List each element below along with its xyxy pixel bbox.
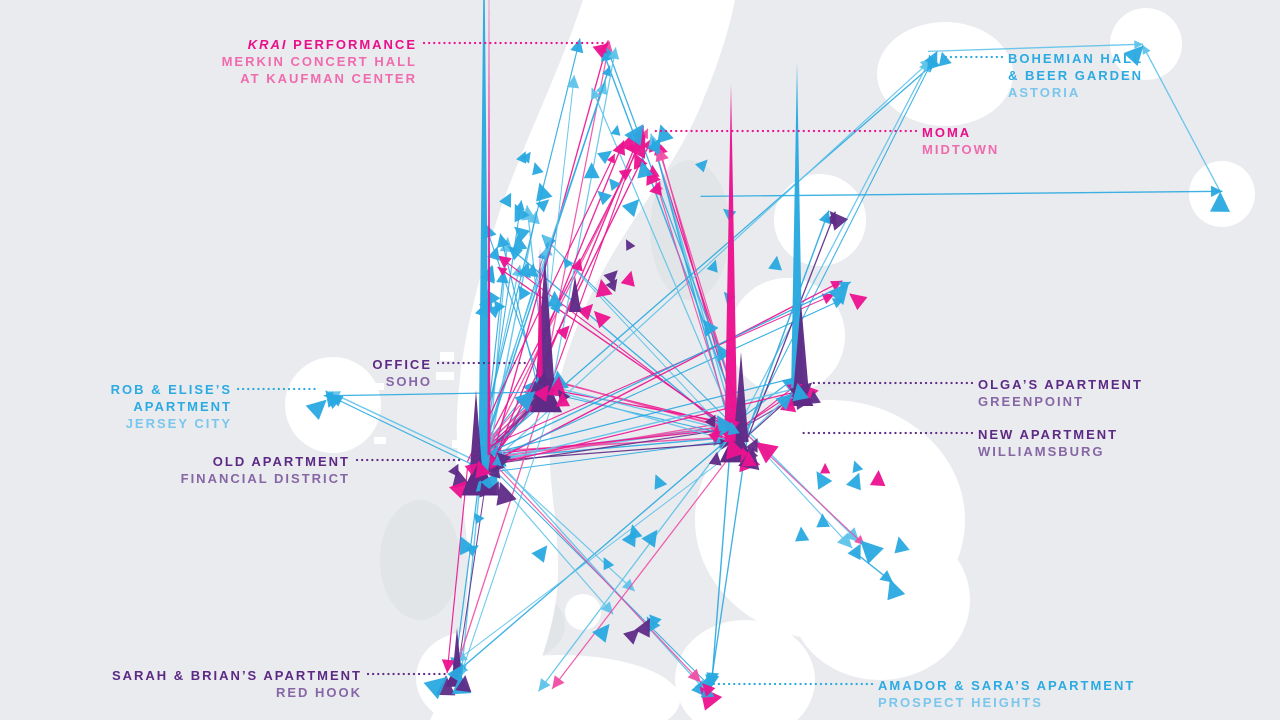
label-title: OLGA’S APARTMENT [978,377,1143,392]
label-title: MOMA [922,125,972,140]
label-sub: JERSEY CITY [125,416,232,431]
label-sub: MIDTOWN [922,142,1000,157]
label-title: BOHEMIAN HALL [1008,51,1144,66]
label-sub: PROSPECT HEIGHTS [878,695,1043,710]
label-moma: MOMA MIDTOWN [922,124,999,158]
label-old-apartment: OLD APARTMENT FINANCIAL DISTRICT [181,453,350,487]
label-sub: AT KAUFMAN CENTER [240,71,417,86]
spikes-layer [452,0,809,674]
clusters-layer [305,43,1230,711]
label-sub: MERKIN CONCERT HALL [221,54,417,69]
label-new-apartment: NEW APARTMENT WILLIAMSBURG [978,426,1118,460]
label-title: ROB & ELISE’S [110,382,232,397]
label-sub: RED HOOK [275,685,362,700]
label-title: & BEER GARDEN [1008,68,1144,83]
label-title: AMADOR & SARA’S APARTMENT [878,678,1136,693]
scatter-layer [460,124,910,645]
label-rob-elise-apartment: ROB & ELISE’S APARTMENT JERSEY CITY [111,381,232,432]
label-sub: SOHO [385,374,432,389]
label-title: KRAI PERFORMANCE [247,37,417,52]
label-sarah-brian-apartment: SARAH & BRIAN’S APARTMENT RED HOOK [112,667,362,701]
label-sub: ASTORIA [1008,85,1081,100]
label-office: OFFICE SOHO [372,356,432,390]
label-title: OLD APARTMENT [212,454,350,469]
label-title: SARAH & BRIAN’S APARTMENT [111,668,362,683]
label-sub: FINANCIAL DISTRICT [180,471,350,486]
label-title: APARTMENT [133,399,232,414]
label-bohemian-hall: BOHEMIAN HALL & BEER GARDEN ASTORIA [1008,50,1143,101]
label-amador-sara-apartment: AMADOR & SARA’S APARTMENT PROSPECT HEIGH… [878,677,1135,711]
label-sub: WILLIAMSBURG [978,444,1105,459]
label-title: OFFICE [372,357,432,372]
label-krai-performance: KRAI PERFORMANCE MERKIN CONCERT HALL AT … [222,36,417,87]
label-title: NEW APARTMENT [978,427,1119,442]
label-sub: GREENPOINT [978,394,1084,409]
leaders-layer [236,41,1004,686]
label-olga-apartment: OLGA’S APARTMENT GREENPOINT [978,376,1143,410]
